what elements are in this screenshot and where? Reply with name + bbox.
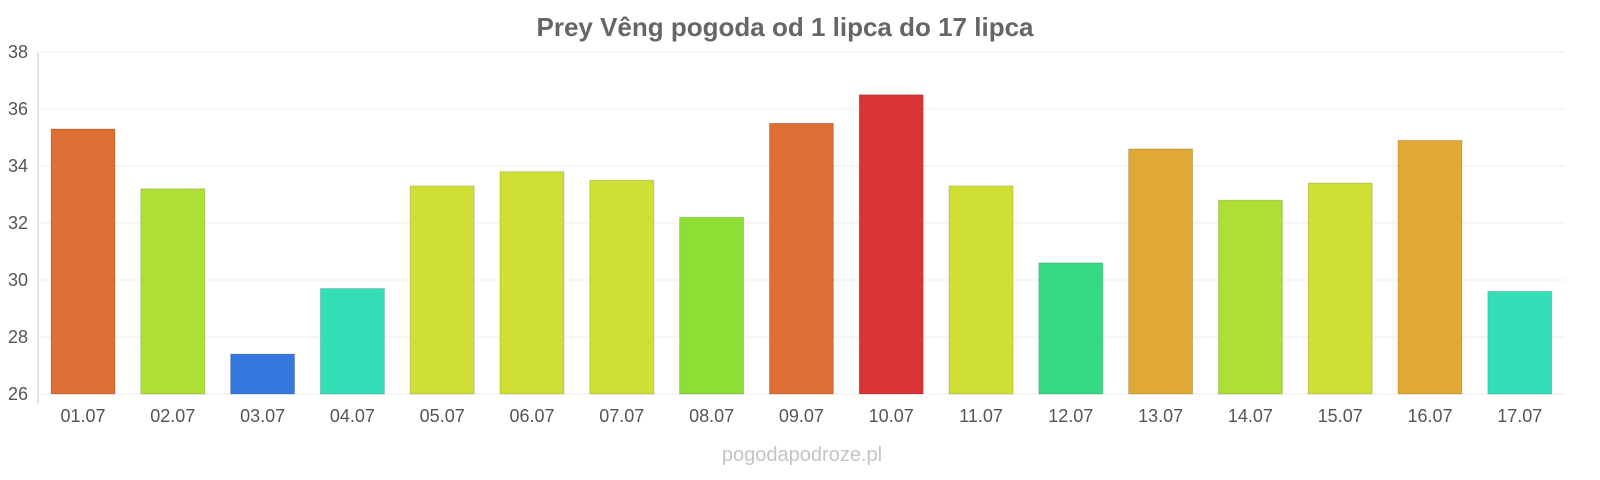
y-tick-label: 30 xyxy=(8,270,28,290)
x-tick-label: 13.07 xyxy=(1138,406,1183,426)
x-tick-label: 06.07 xyxy=(509,406,554,426)
bar-11.07 xyxy=(948,185,1014,395)
x-tick-label: 02.07 xyxy=(150,406,195,426)
bar-13.07 xyxy=(1128,148,1194,395)
y-tick-label: 34 xyxy=(8,156,28,176)
bar-12.07 xyxy=(1038,262,1104,395)
y-tick-label: 32 xyxy=(8,213,28,233)
chart-title: Prey Vêng pogoda od 1 lipca do 17 lipca xyxy=(536,12,1034,42)
x-axis-ticks: 01.07 02.07 03.07 04.07 05.07 06.07 07.07 08.07… xyxy=(60,406,1542,426)
x-tick-label: 17.07 xyxy=(1497,406,1542,426)
x-tick-label: 09.07 xyxy=(779,406,824,426)
bar-05.07 xyxy=(409,185,475,395)
x-tick-label: 14.07 xyxy=(1228,406,1273,426)
y-tick-label: 36 xyxy=(8,99,28,119)
x-tick-label: 07.07 xyxy=(599,406,644,426)
x-tick-label: 11.07 xyxy=(959,406,1003,426)
x-tick-label: 03.07 xyxy=(240,406,285,426)
x-tick-label: 08.07 xyxy=(689,406,734,426)
y-tick-label: 38 xyxy=(8,42,28,62)
bars xyxy=(50,94,1553,395)
x-tick-label: 12.07 xyxy=(1048,406,1093,426)
bar-14.07 xyxy=(1217,199,1283,395)
y-axis-ticks: 26 28 30 32 34 36 38 xyxy=(8,42,28,404)
bar-03.07 xyxy=(230,353,296,395)
bar-17.07 xyxy=(1487,290,1553,395)
bar-15.07 xyxy=(1307,182,1373,395)
x-tick-label: 04.07 xyxy=(330,406,375,426)
x-tick-label: 16.07 xyxy=(1407,406,1452,426)
bar-08.07 xyxy=(679,216,745,395)
x-tick-label: 15.07 xyxy=(1318,406,1363,426)
bar-09.07 xyxy=(768,122,834,395)
x-tick-label: 01.07 xyxy=(60,406,105,426)
bar-07.07 xyxy=(589,179,655,395)
watermark-text: pogodapodroze.pl xyxy=(722,444,882,466)
x-tick-label: 10.07 xyxy=(869,406,914,426)
bar-06.07 xyxy=(499,171,565,395)
bar-16.07 xyxy=(1397,139,1463,395)
y-tick-label: 26 xyxy=(8,384,28,404)
bar-02.07 xyxy=(140,188,206,395)
x-tick-label: 05.07 xyxy=(420,406,465,426)
y-tick-label: 28 xyxy=(8,327,28,347)
bar-10.07 xyxy=(858,94,924,395)
bar-04.07 xyxy=(319,288,385,395)
bar-01.07 xyxy=(50,128,116,395)
